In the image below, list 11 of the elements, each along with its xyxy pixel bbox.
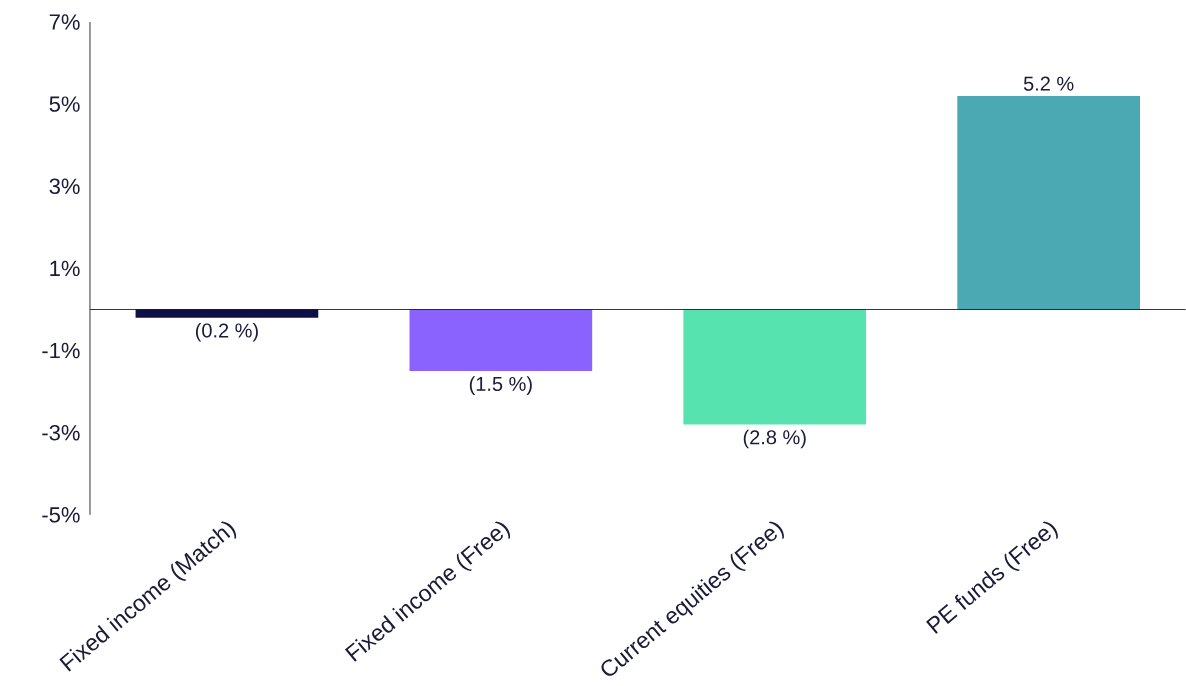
y-tick-label: -1% bbox=[42, 342, 80, 359]
y-tick-label: 5% bbox=[49, 96, 80, 112]
y-tick-label: 3% bbox=[49, 178, 80, 195]
data-label: 5.2 % bbox=[1023, 76, 1074, 91]
data-label: (1.5 %) bbox=[469, 376, 532, 395]
data-label: (2.8 %) bbox=[743, 429, 806, 449]
y-tick-label: -5% bbox=[42, 507, 80, 523]
data-label: (0.2 %) bbox=[195, 322, 258, 342]
y-tick-label: 7% bbox=[49, 14, 80, 30]
y-tick-label: -3% bbox=[42, 424, 80, 441]
y-tick-label: 1% bbox=[50, 260, 80, 277]
